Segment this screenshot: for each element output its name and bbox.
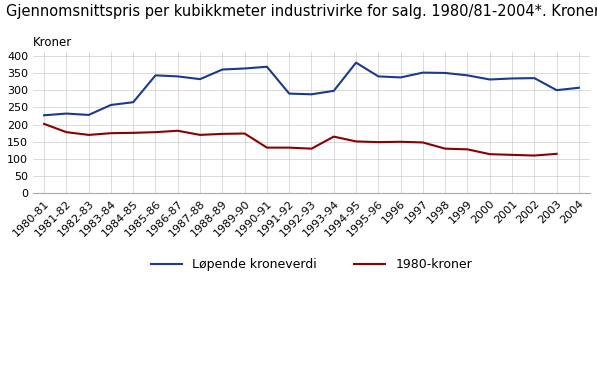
1980-kroner — [107, 131, 115, 135]
1980-kroner — [130, 130, 137, 135]
Løpende kroneverdi — [486, 77, 493, 82]
1980-kroner — [285, 146, 293, 150]
1980-kroner — [442, 146, 449, 151]
1980-kroner — [263, 146, 270, 150]
Løpende kroneverdi — [241, 66, 248, 71]
1980-kroner — [41, 122, 48, 126]
Løpende kroneverdi — [152, 73, 159, 77]
Løpende kroneverdi — [531, 76, 538, 81]
1980-kroner — [174, 129, 181, 133]
Løpende kroneverdi — [442, 71, 449, 75]
Text: Kroner: Kroner — [33, 36, 72, 48]
Løpende kroneverdi — [63, 111, 70, 116]
1980-kroner — [241, 131, 248, 136]
1980-kroner — [152, 130, 159, 135]
Løpende kroneverdi — [107, 103, 115, 107]
Løpende kroneverdi — [263, 65, 270, 69]
Løpende kroneverdi — [285, 91, 293, 96]
Line: 1980-kroner: 1980-kroner — [44, 124, 556, 156]
1980-kroner — [219, 132, 226, 136]
1980-kroner — [509, 153, 516, 157]
1980-kroner — [464, 147, 471, 152]
1980-kroner — [352, 139, 359, 144]
Løpende kroneverdi — [375, 74, 382, 79]
1980-kroner — [397, 139, 404, 144]
Løpende kroneverdi — [219, 67, 226, 72]
1980-kroner — [63, 130, 70, 135]
Løpende kroneverdi — [308, 92, 315, 96]
Legend: Løpende kroneverdi, 1980-kroner: Løpende kroneverdi, 1980-kroner — [146, 253, 477, 276]
Løpende kroneverdi — [330, 88, 337, 93]
Løpende kroneverdi — [464, 73, 471, 77]
Løpende kroneverdi — [130, 100, 137, 104]
Line: Løpende kroneverdi: Løpende kroneverdi — [44, 63, 579, 115]
Text: Gjennomsnittspris per kubikkmeter industrivirke for salg. 1980/81-2004*. Kroner: Gjennomsnittspris per kubikkmeter indust… — [6, 4, 597, 19]
Løpende kroneverdi — [509, 76, 516, 81]
Løpende kroneverdi — [196, 77, 204, 81]
1980-kroner — [419, 140, 426, 145]
1980-kroner — [330, 134, 337, 139]
Løpende kroneverdi — [352, 60, 359, 65]
1980-kroner — [196, 133, 204, 137]
Løpende kroneverdi — [41, 113, 48, 118]
Løpende kroneverdi — [397, 75, 404, 80]
Løpende kroneverdi — [85, 113, 92, 117]
Løpende kroneverdi — [419, 70, 426, 75]
1980-kroner — [531, 153, 538, 158]
1980-kroner — [375, 140, 382, 144]
1980-kroner — [553, 152, 560, 156]
1980-kroner — [85, 133, 92, 137]
Løpende kroneverdi — [174, 74, 181, 79]
1980-kroner — [308, 146, 315, 151]
1980-kroner — [486, 152, 493, 156]
Løpende kroneverdi — [576, 85, 583, 90]
Løpende kroneverdi — [553, 88, 560, 93]
